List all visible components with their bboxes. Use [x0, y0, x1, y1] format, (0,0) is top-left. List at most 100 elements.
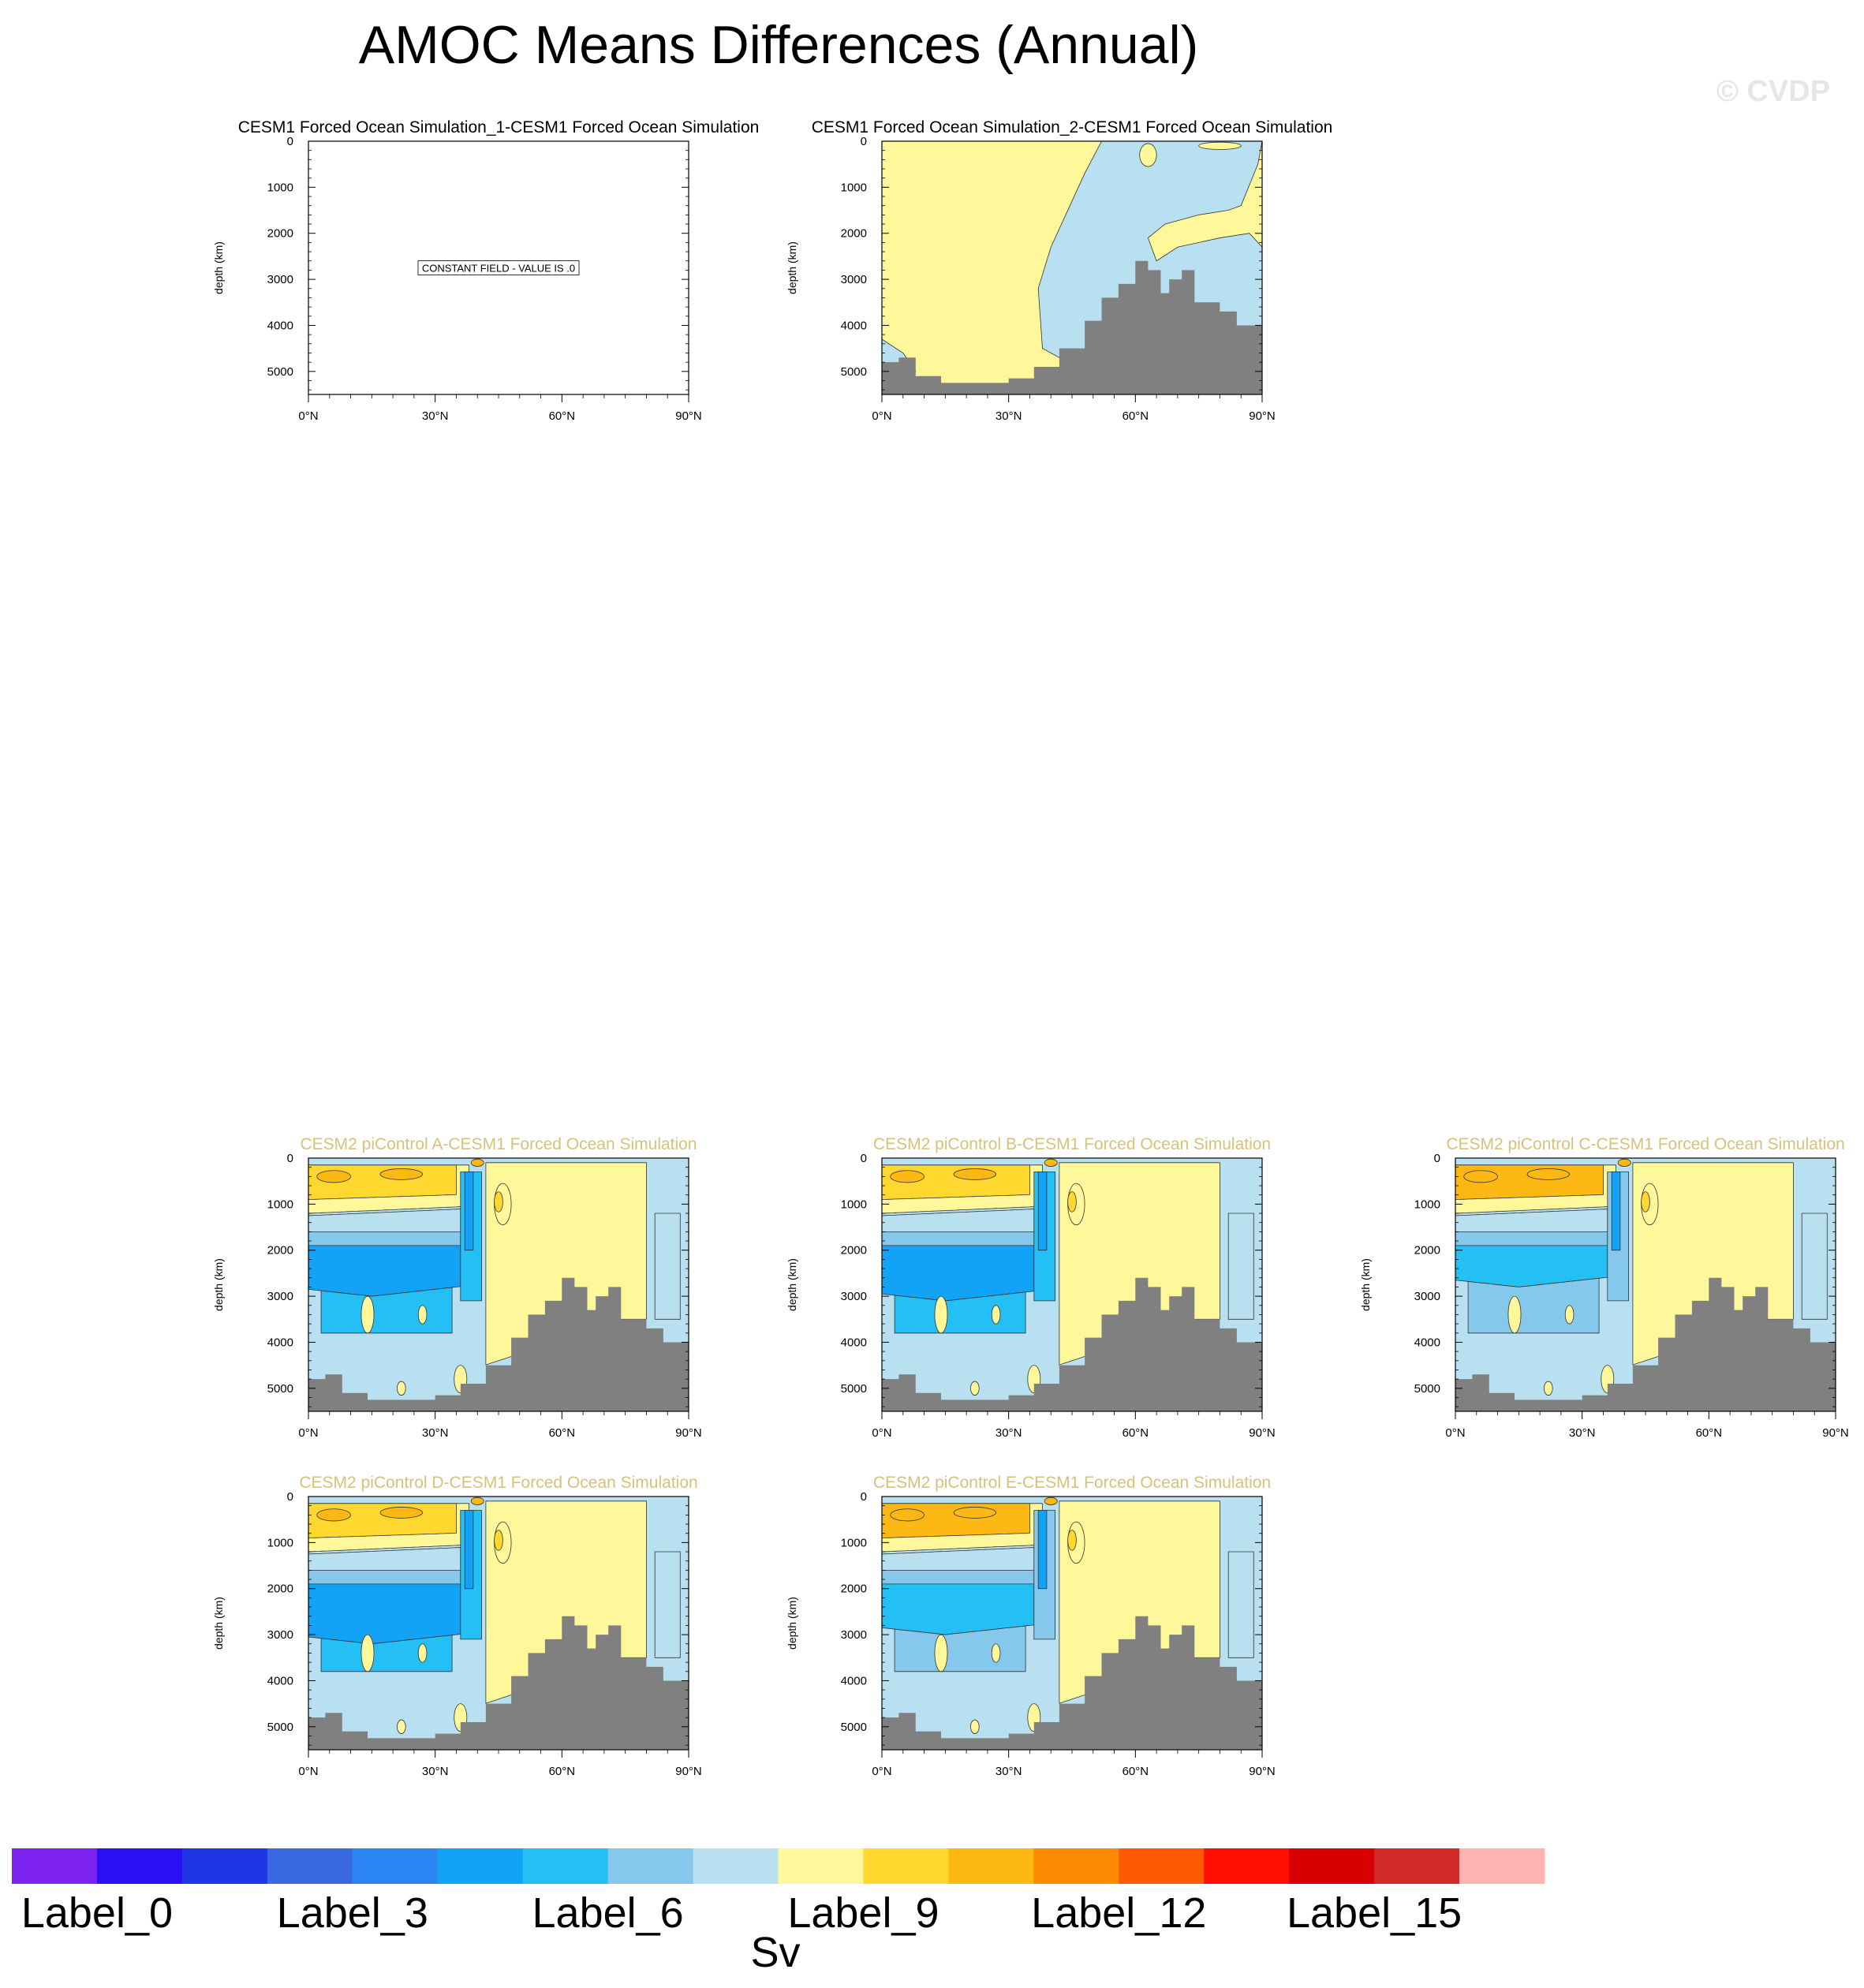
y-tick-label: 5000 [841, 1721, 867, 1734]
y-tick-label: 3000 [841, 1628, 867, 1642]
contour-fill-weak-negative-north [1227, 1551, 1254, 1658]
bathymetry-land [308, 1616, 689, 1750]
contour-fill-band-deep [308, 1583, 461, 1645]
colorbar-box [352, 1848, 439, 1884]
y-tick-label: 2000 [841, 1583, 867, 1596]
contour-fill-weak-negative-north [654, 1551, 681, 1658]
contour-cell-small [934, 1634, 948, 1672]
contour-cell-strong-45n [1641, 1191, 1650, 1213]
y-tick-label: 5000 [267, 1382, 293, 1396]
contour-fill-boundary-core [464, 1510, 474, 1590]
y-axis-label: depth (km) [786, 241, 798, 294]
plot-area [308, 1497, 689, 1750]
x-tick-label: 30°N [996, 1426, 1022, 1440]
y-tick-label: 2000 [841, 227, 867, 241]
y-tick-label: 5000 [267, 1721, 293, 1734]
colorbar-label: Label_0 [21, 1889, 173, 1937]
plot-area [1455, 1158, 1836, 1411]
contour-cell-surface [470, 1497, 484, 1505]
y-tick-label: 4000 [267, 1336, 293, 1349]
colorbar-box [1204, 1848, 1290, 1884]
contour-fill-band-deep [308, 1245, 461, 1297]
x-tick-label: 0°N [872, 409, 891, 423]
panel-title: CESM1 Forced Ocean Simulation_1-CESM1 Fo… [238, 118, 760, 136]
x-tick-label: 60°N [549, 409, 576, 423]
plot-area [882, 1497, 1262, 1750]
contour-fill-band-2 [882, 1570, 1035, 1585]
colorbar-box [1289, 1848, 1375, 1884]
y-tick-label: 1000 [841, 1536, 867, 1549]
y-tick-label: 5000 [841, 1382, 867, 1396]
x-tick-label: 90°N [1249, 1765, 1276, 1778]
x-tick-label: 0°N [872, 1765, 891, 1778]
bathymetry-land [882, 1616, 1262, 1750]
y-tick-label: 4000 [841, 319, 867, 332]
colorbar-box [1459, 1848, 1545, 1884]
contour-cell-small [934, 1295, 948, 1334]
panel-forced-ocean-1: CESM1 Forced Ocean Simulation_1-CESM1 Fo… [212, 118, 759, 423]
contour-cell-small [1507, 1295, 1522, 1334]
colorbar-box [693, 1848, 779, 1884]
y-tick-label: 2000 [841, 1244, 867, 1257]
y-tick-label: 4000 [1414, 1336, 1440, 1349]
contour-cell-strong-45n [494, 1530, 503, 1551]
colorbar-box [1374, 1848, 1460, 1884]
contour-cell-core [1463, 1170, 1498, 1183]
contour-cell-positive [1198, 141, 1242, 150]
contour-fill-band-deep [882, 1245, 1035, 1302]
contour-cell-core [379, 1168, 423, 1180]
contour-cell-small [360, 1634, 375, 1672]
plot-area [882, 141, 1262, 394]
y-tick-label: 2000 [267, 1583, 293, 1596]
colorbar: Label_0 Label_3 Label_6 Label_9 Label_12 Labe… [12, 1848, 1545, 1937]
colorbar-box [1033, 1848, 1119, 1884]
bathymetry-land [1455, 1277, 1836, 1411]
colorbar-box [607, 1848, 694, 1884]
y-tick-label: 5000 [841, 365, 867, 379]
y-tick-label: 4000 [841, 1336, 867, 1349]
contour-cell-positive [1139, 143, 1157, 167]
y-tick-label: 3000 [267, 1290, 293, 1303]
contour-fill-band-2 [1455, 1231, 1608, 1246]
y-tick-label: 0 [287, 1490, 293, 1504]
x-tick-label: 90°N [1249, 409, 1276, 423]
y-tick-label: 1000 [841, 1198, 867, 1211]
x-tick-label: 30°N [422, 409, 449, 423]
contour-cell-small [970, 1381, 980, 1396]
contour-cell-small [360, 1295, 375, 1334]
y-axis-label: depth (km) [212, 1258, 225, 1311]
constant-field-label: CONSTANT FIELD - VALUE IS .0 [422, 263, 575, 275]
colorbar-box [12, 1848, 98, 1884]
y-tick-label: 5000 [267, 365, 293, 379]
y-tick-label: 1000 [841, 181, 867, 194]
y-tick-label: 3000 [841, 273, 867, 286]
x-tick-label: 0°N [872, 1426, 891, 1440]
x-tick-label: 90°N [675, 1426, 702, 1440]
y-axis-label: depth (km) [786, 1258, 798, 1311]
contour-cell-core [890, 1508, 925, 1522]
y-tick-label: 1000 [1414, 1198, 1440, 1211]
y-axis-label: depth (km) [1359, 1258, 1372, 1311]
contour-cell-small [397, 1719, 406, 1734]
contour-cell-strong-45n [1067, 1191, 1077, 1213]
panel-piControl-E: CESM2 piControl E-CESM1 Forced Ocean Sim… [786, 1474, 1276, 1778]
colorbar-units: Sv [750, 1929, 800, 1976]
panel-title: CESM2 piControl C-CESM1 Forced Ocean Sim… [1446, 1135, 1844, 1153]
x-tick-label: 90°N [675, 409, 702, 423]
colorbar-label: Label_6 [532, 1889, 684, 1937]
contour-fill-weak-negative-north [1801, 1213, 1828, 1320]
panel-title: CESM2 piControl A-CESM1 Forced Ocean Sim… [300, 1135, 697, 1153]
panel-piControl-B: CESM2 piControl B-CESM1 Forced Ocean Sim… [786, 1135, 1276, 1440]
y-tick-label: 0 [861, 1152, 867, 1165]
x-tick-label: 60°N [1123, 409, 1149, 423]
x-tick-label: 0°N [298, 409, 318, 423]
colorbar-label: Label_15 [1287, 1889, 1462, 1937]
colorbar-box [1119, 1848, 1205, 1884]
contour-cell-small [1544, 1381, 1553, 1396]
x-tick-label: 30°N [1569, 1426, 1596, 1440]
contour-cell-strong-45n [494, 1191, 503, 1213]
contour-fill-weak-negative-north [654, 1213, 681, 1320]
y-tick-label: 5000 [1414, 1382, 1440, 1396]
x-tick-label: 30°N [996, 1765, 1022, 1778]
